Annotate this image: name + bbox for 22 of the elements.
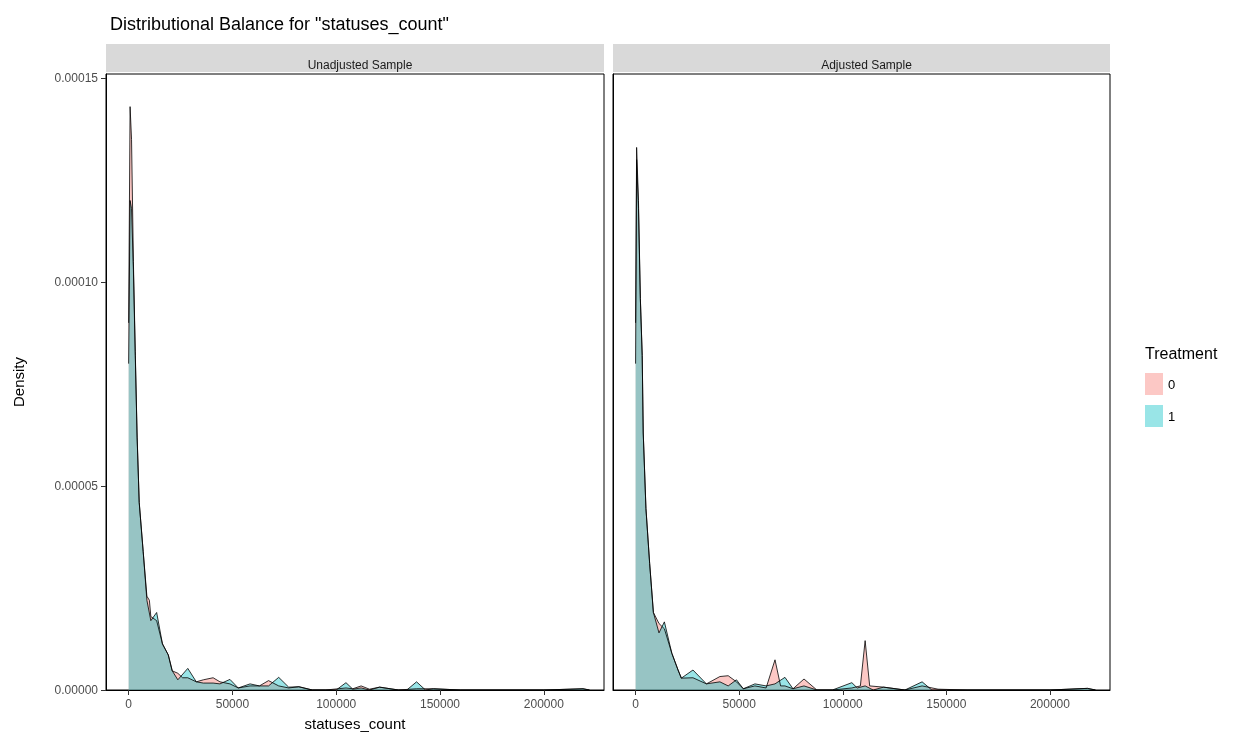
y-tick-label: 0.00010 (54, 275, 99, 290)
x-tick-label: 150000 (419, 697, 461, 711)
x-tick-label: 50000 (722, 697, 757, 711)
y-axis-title: Density (10, 356, 27, 408)
x-tick-label: 200000 (1029, 697, 1071, 711)
y-tick-label: 0.00015 (54, 71, 99, 86)
x-tick-label: 100000 (822, 697, 864, 711)
y-tick-label: 0.00005 (54, 479, 99, 494)
x-tick-label: 150000 (926, 697, 967, 711)
x-tick-label: 0 (125, 697, 133, 711)
chart-title: Distributional Balance for "statuses_count" (110, 14, 449, 35)
chart-subtitle: Unadjusted Sample (307, 58, 413, 72)
legend-label: 1 (1168, 408, 1176, 424)
legend-title: Treatment (1145, 344, 1218, 362)
chart-subtitle: Adjusted Sample (821, 58, 913, 72)
x-tick-label: 100000 (316, 697, 357, 711)
y-tick-label: 0.00000 (54, 683, 99, 697)
legend-label: 0 (1168, 376, 1176, 392)
x-tick-label: 50000 (215, 697, 250, 711)
x-axis-title: statuses_count (304, 715, 407, 732)
x-tick-label: 0 (632, 697, 640, 711)
x-tick-label: 200000 (523, 697, 565, 711)
